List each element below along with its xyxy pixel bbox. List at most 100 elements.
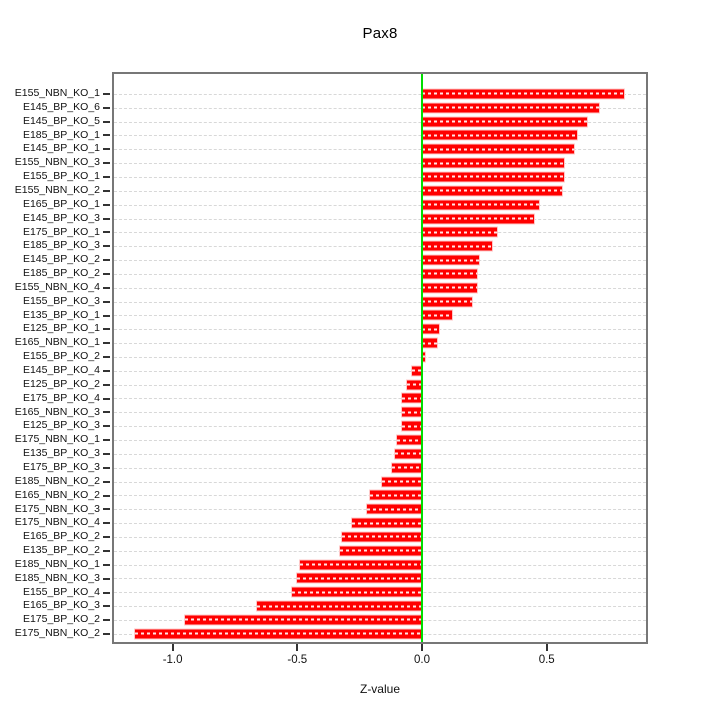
y-tick	[103, 633, 110, 636]
bar-dash-pattern	[407, 383, 422, 386]
bar-E165_NBN_KO_3	[402, 407, 422, 417]
y-label-E185_NBN_KO_2: E185_NBN_KO_2	[14, 474, 100, 487]
bar-dash-pattern	[422, 175, 565, 178]
y-tick	[103, 549, 110, 552]
y-label-E155_BP_KO_3: E155_BP_KO_3	[22, 294, 100, 307]
y-label-E155_BP_KO_1: E155_BP_KO_1	[22, 170, 100, 183]
y-tick	[103, 342, 110, 345]
y-label-E125_BP_KO_2: E125_BP_KO_2	[22, 377, 100, 390]
bar-E165_BP_KO_3	[257, 601, 423, 611]
gridline	[114, 426, 646, 428]
x-tick-label: -0.5	[287, 654, 308, 666]
gridline	[114, 481, 646, 483]
y-tick	[103, 300, 110, 303]
chart-row	[114, 502, 646, 516]
gridline	[114, 287, 646, 289]
y-tick	[103, 439, 110, 442]
gridline	[114, 190, 646, 192]
chart-row	[114, 530, 646, 544]
chart-title: Pax8	[362, 25, 398, 42]
bar-dash-pattern	[422, 106, 600, 109]
y-label-E155_NBN_KO_2: E155_NBN_KO_2	[14, 183, 100, 196]
gridline	[114, 384, 646, 386]
y-tick	[103, 148, 110, 151]
x-axis-tick-labels: -1.0 -0.5 0.0 0.5	[114, 654, 646, 668]
y-label-E175_BP_KO_3: E175_BP_KO_3	[22, 460, 100, 473]
chart-row	[114, 253, 646, 267]
bar-dash-pattern	[257, 605, 423, 608]
bar-E185_BP_KO_3	[422, 241, 492, 251]
y-tick	[103, 383, 110, 386]
bar-dash-pattern	[422, 342, 437, 345]
gridline	[114, 343, 646, 345]
gridline	[114, 301, 646, 303]
gridline	[114, 370, 646, 372]
gridline	[114, 273, 646, 275]
bar-dash-pattern	[185, 618, 423, 621]
bar-E145_BP_KO_4	[412, 366, 423, 376]
bar-E125_BP_KO_1	[422, 324, 440, 334]
y-tick	[103, 245, 110, 248]
y-tick	[103, 92, 110, 95]
y-tick	[103, 591, 110, 594]
bar-dash-pattern	[422, 92, 625, 95]
y-label-E165_NBN_KO_1: E165_NBN_KO_1	[14, 336, 100, 349]
y-label-E175_NBN_KO_3: E175_NBN_KO_3	[14, 502, 100, 515]
bar-dash-pattern	[297, 577, 423, 580]
bar-E155_NBN_KO_1	[422, 89, 625, 99]
y-label-E175_NBN_KO_1: E175_NBN_KO_1	[14, 433, 100, 446]
bar-E175_BP_KO_3	[392, 463, 423, 473]
bar-E175_NBN_KO_4	[352, 518, 423, 528]
y-tick	[103, 189, 110, 192]
bar-E135_BP_KO_3	[394, 449, 422, 459]
bar-dash-pattern	[292, 591, 423, 594]
gridline	[114, 329, 646, 331]
bar-dash-pattern	[422, 148, 575, 151]
bar-E135_BP_KO_1	[422, 310, 452, 320]
bar-E175_BP_KO_4	[402, 393, 422, 403]
bar-E165_BP_KO_2	[342, 532, 422, 542]
bar-dash-pattern	[397, 439, 423, 442]
bar-E185_BP_KO_1	[422, 130, 577, 140]
y-tick	[103, 356, 110, 359]
chart-row	[114, 544, 646, 558]
bar-E145_BP_KO_1	[422, 144, 575, 154]
bar-dash-pattern	[422, 314, 452, 317]
y-label-E185_BP_KO_3: E185_BP_KO_3	[22, 239, 100, 252]
bar-dash-pattern	[382, 480, 422, 483]
x-tick	[171, 644, 174, 651]
bar-E165_NBN_KO_2	[369, 490, 423, 500]
gridline	[114, 356, 646, 358]
bar-E155_BP_KO_3	[422, 297, 472, 307]
bar-E175_NBN_KO_1	[397, 435, 423, 445]
y-label-E175_BP_KO_4: E175_BP_KO_4	[22, 391, 100, 404]
y-label-E145_BP_KO_6: E145_BP_KO_6	[22, 100, 100, 113]
gridline	[114, 218, 646, 220]
y-label-E135_BP_KO_1: E135_BP_KO_1	[22, 308, 100, 321]
chart-row	[114, 572, 646, 586]
y-label-E155_NBN_KO_3: E155_NBN_KO_3	[14, 156, 100, 169]
gridline	[114, 453, 646, 455]
y-tick	[103, 425, 110, 428]
y-tick	[103, 134, 110, 137]
y-label-E145_BP_KO_3: E145_BP_KO_3	[22, 211, 100, 224]
bar-E145_BP_KO_5	[422, 117, 587, 127]
bar-dash-pattern	[422, 328, 440, 331]
y-tick	[103, 286, 110, 289]
x-tick-label: 0.0	[414, 654, 431, 666]
gridline	[114, 121, 646, 123]
y-tick	[103, 328, 110, 331]
bar-dash-pattern	[367, 508, 422, 511]
bar-dash-pattern	[422, 217, 535, 220]
y-tick	[103, 619, 110, 622]
y-label-E135_BP_KO_2: E135_BP_KO_2	[22, 544, 100, 557]
gridline	[114, 440, 646, 442]
y-label-E145_BP_KO_2: E145_BP_KO_2	[22, 253, 100, 266]
bar-dash-pattern	[422, 120, 587, 123]
gridline	[114, 93, 646, 95]
y-label-E175_BP_KO_1: E175_BP_KO_1	[22, 225, 100, 238]
y-label-E175_BP_KO_2: E175_BP_KO_2	[22, 613, 100, 626]
chart-row	[114, 350, 646, 364]
chart-row	[114, 184, 646, 198]
bar-E155_BP_KO_4	[292, 587, 423, 597]
